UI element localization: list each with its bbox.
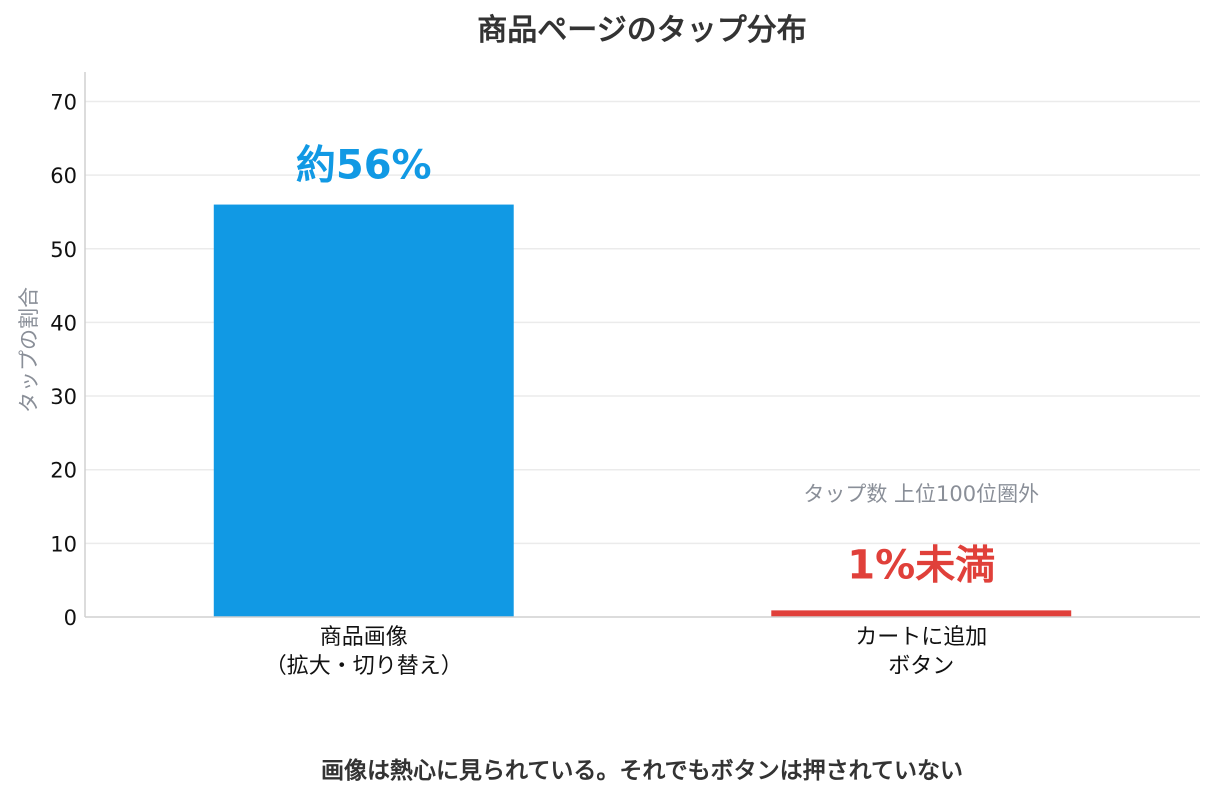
y-axis-ticks: 0 10 20 30 40 50 60 70 [50,90,77,630]
y-tick-label: 70 [50,90,77,114]
y-tick-label: 20 [50,459,77,483]
chart-caption: 画像は熱心に見られている。それでもボタンは押されていない [321,757,963,784]
y-tick-label: 60 [50,164,77,188]
chart-title: 商品ページのタップ分布 [477,13,806,48]
y-axis-label: タップの割合 [17,287,41,413]
data-label: 約56% [296,143,432,189]
y-tick-label: 30 [50,385,77,409]
data-label: 1%未満 [847,542,995,588]
y-tick-label: 50 [50,238,77,262]
bar [771,610,1072,617]
x-tick-label: カートに追加 [855,625,987,650]
y-tick-label: 10 [50,532,77,556]
bars [213,204,1072,617]
x-tick-label: ボタン [888,654,954,679]
bar [213,204,514,617]
data-labels: 約56% 1%未満 [296,143,995,589]
annotation: タップ数 上位100位圏外 [803,482,1039,506]
x-tick-label: 商品画像 [320,625,408,650]
y-tick-label: 0 [64,606,77,630]
x-tick-label: （拡大・切り替え） [265,654,463,679]
y-tick-label: 40 [50,311,77,335]
annotations: タップ数 上位100位圏外 [803,482,1039,506]
